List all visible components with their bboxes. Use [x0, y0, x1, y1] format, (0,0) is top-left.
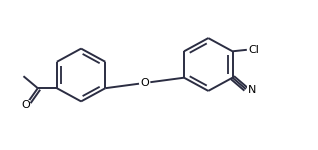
Text: O: O — [140, 78, 149, 88]
Text: O: O — [22, 100, 31, 110]
Text: N: N — [247, 85, 256, 95]
Text: Cl: Cl — [248, 45, 259, 55]
